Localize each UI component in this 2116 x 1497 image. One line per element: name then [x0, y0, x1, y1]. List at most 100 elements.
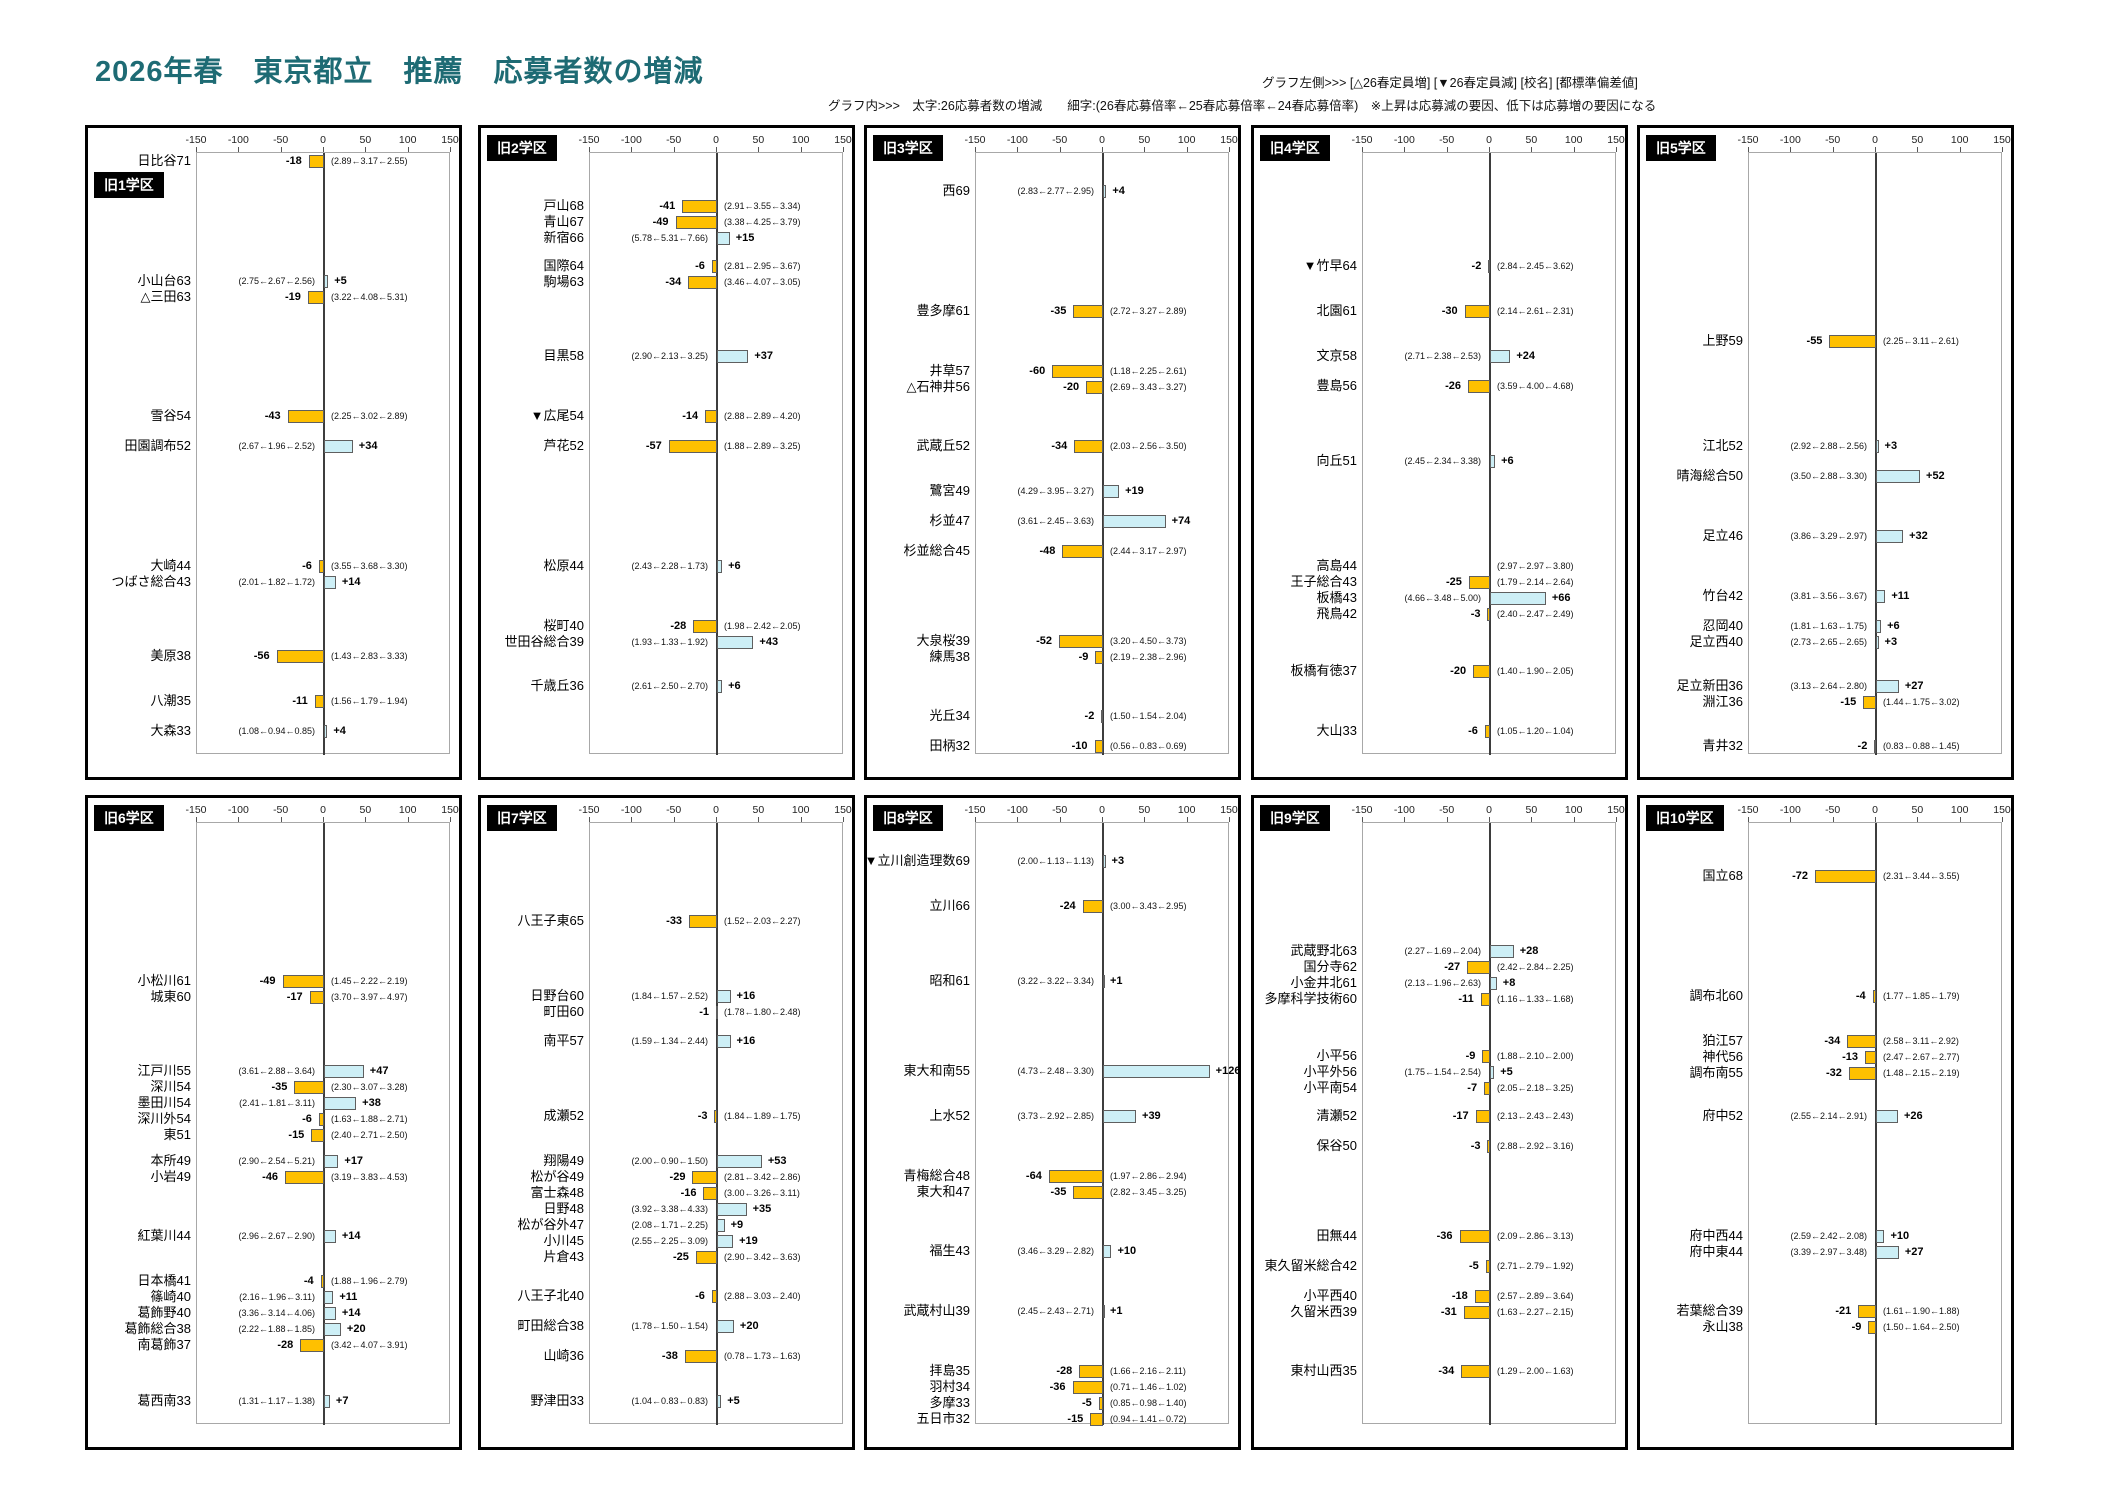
- school-label: 小川45: [543, 1233, 584, 1248]
- change-bar: [309, 991, 324, 1004]
- change-bar: [1072, 1381, 1103, 1394]
- axis-tick-mark: [1832, 817, 1834, 822]
- school-label: 淵江36: [1702, 694, 1743, 709]
- change-bar: [1864, 1051, 1876, 1064]
- school-label: 大森33: [150, 723, 191, 738]
- axis-tick-label: -50: [1439, 134, 1455, 146]
- rate-history-text: (3.61←2.88←3.64): [238, 1066, 315, 1076]
- change-value-label: -19: [285, 291, 301, 303]
- change-bar: [1876, 440, 1879, 453]
- rate-history-text: (3.46←4.07←3.05): [724, 277, 801, 287]
- school-label: 狛江57: [1702, 1033, 1743, 1048]
- change-value-label: -38: [661, 1350, 678, 1362]
- legend-graph-left-side: グラフ左側>>> [△26春定員増] [▼26春定員減] [校名] [都標準偏差…: [1262, 76, 1638, 90]
- axis-tick-label: -100: [1393, 804, 1415, 816]
- axis-tick-label: -100: [227, 804, 249, 816]
- zero-axis-line: [1489, 153, 1491, 755]
- axis-tick-label: 150: [1220, 804, 1238, 816]
- zero-axis-line: [1102, 823, 1104, 1425]
- school-label: 板橋有徳37: [1290, 663, 1357, 678]
- axis-tick-label: -50: [1825, 804, 1841, 816]
- change-value-label: +4: [333, 725, 346, 737]
- change-bar: [675, 216, 717, 229]
- axis-tick-mark: [280, 817, 282, 822]
- school-label: 大崎44: [150, 558, 191, 573]
- axis-tick-mark: [975, 147, 976, 152]
- rate-history-text: (4.73←2.48←3.30): [1017, 1066, 1094, 1076]
- change-bar: [717, 1203, 747, 1216]
- rate-history-text: (0.94←1.41←0.72): [1110, 1414, 1187, 1424]
- axis-tick-mark: [365, 817, 367, 822]
- change-value-label: +6: [1887, 620, 1900, 632]
- plot-area: 国立68 (2.31←3.44←3.55) -72 調布北60 (1.77←1.85←1…: [1677, 822, 2002, 1425]
- change-value-label: -43: [264, 410, 281, 422]
- axis-tick-label: 0: [320, 134, 326, 146]
- axis-tick-mark: [1616, 817, 1617, 822]
- change-bar: [692, 1171, 717, 1184]
- change-bar: [307, 291, 324, 304]
- axis-tick-label: 0: [1872, 134, 1878, 146]
- axis-tick-label: 50: [1911, 134, 1924, 146]
- change-bar: [324, 1395, 330, 1408]
- school-label: 小松川61: [137, 973, 191, 988]
- school-label: 紅葉川44: [137, 1228, 191, 1243]
- change-value-label: -20: [1063, 381, 1080, 393]
- rate-history-text: (2.58←3.11←2.92): [1883, 1036, 1959, 1046]
- change-value-label: -11: [1458, 993, 1474, 1005]
- change-value-label: -13: [1842, 1051, 1858, 1063]
- axis-tick-label: 150: [1607, 134, 1625, 146]
- rate-history-text: (1.48←2.15←2.19): [1883, 1068, 1960, 1078]
- rate-history-text: (3.22←4.08←5.31): [331, 292, 408, 302]
- rate-history-text: (2.71←2.38←2.53): [1404, 351, 1481, 361]
- axis-tick-label: 150: [1993, 804, 2011, 816]
- axis-tick-mark: [323, 147, 324, 152]
- change-value-label: -25: [672, 1251, 689, 1263]
- axis-tick-mark: [1186, 817, 1188, 822]
- axis-tick-label: -100: [1779, 804, 1801, 816]
- axis-tick-label: -150: [1351, 804, 1373, 816]
- rate-history-text: (2.81←2.95←3.67): [724, 261, 801, 271]
- rate-history-text: (1.88←2.10←2.00): [1497, 1051, 1574, 1061]
- change-bar: [1459, 1230, 1490, 1243]
- axis-tick-mark: [589, 817, 590, 822]
- school-label: 若葉総合39: [1676, 1303, 1743, 1318]
- school-label: 北園61: [1316, 303, 1357, 318]
- change-value-label: +14: [341, 1307, 361, 1319]
- axis-tick-mark: [1616, 147, 1617, 152]
- change-bar: [1073, 305, 1103, 318]
- rate-history-text: (2.14←2.61←2.31): [1497, 306, 1574, 316]
- school-label: 城東60: [150, 989, 191, 1004]
- school-label: 野津田33: [530, 1393, 584, 1408]
- change-bar: [1863, 696, 1876, 709]
- change-bar: [1815, 870, 1876, 883]
- change-bar: [717, 1395, 722, 1408]
- change-bar: [1482, 1050, 1490, 1063]
- district-label: 旧10学区: [1646, 805, 1724, 831]
- axis-tick-mark: [1362, 817, 1363, 822]
- school-label: 拝島35: [929, 1363, 970, 1378]
- school-label: 日比谷71: [137, 153, 191, 168]
- axis-tick-mark: [631, 147, 633, 152]
- axis-tick-mark: [1102, 147, 1103, 152]
- change-bar: [1876, 1110, 1898, 1123]
- change-value-label: -6: [695, 1290, 705, 1302]
- change-bar: [682, 200, 717, 213]
- axis-tick-mark: [1917, 817, 1919, 822]
- rate-history-text: (1.29←2.00←1.63): [1497, 1366, 1574, 1376]
- change-bar: [1048, 1170, 1103, 1183]
- axis-tick-label: -150: [185, 134, 207, 146]
- rate-history-text: (2.19←2.38←2.96): [1110, 652, 1187, 662]
- rate-history-text: (2.13←1.96←2.63): [1404, 978, 1481, 988]
- axis-tick-label: 0: [1486, 804, 1492, 816]
- rate-history-text: (2.82←3.45←3.25): [1110, 1187, 1187, 1197]
- change-value-label: +66: [1551, 592, 1571, 604]
- axis-tick-label: 0: [713, 804, 719, 816]
- change-bar: [1074, 440, 1103, 453]
- rate-history-text: (1.18←2.25←2.61): [1110, 366, 1187, 376]
- axis-tick-label: -50: [1439, 804, 1455, 816]
- rate-history-text: (3.61←2.45←3.63): [1017, 516, 1094, 526]
- rate-history-text: (2.96←2.67←2.90): [238, 1231, 315, 1241]
- change-bar: [1829, 335, 1876, 348]
- axis-tick-mark: [1144, 817, 1146, 822]
- rate-history-text: (1.88←2.89←3.25): [724, 441, 801, 451]
